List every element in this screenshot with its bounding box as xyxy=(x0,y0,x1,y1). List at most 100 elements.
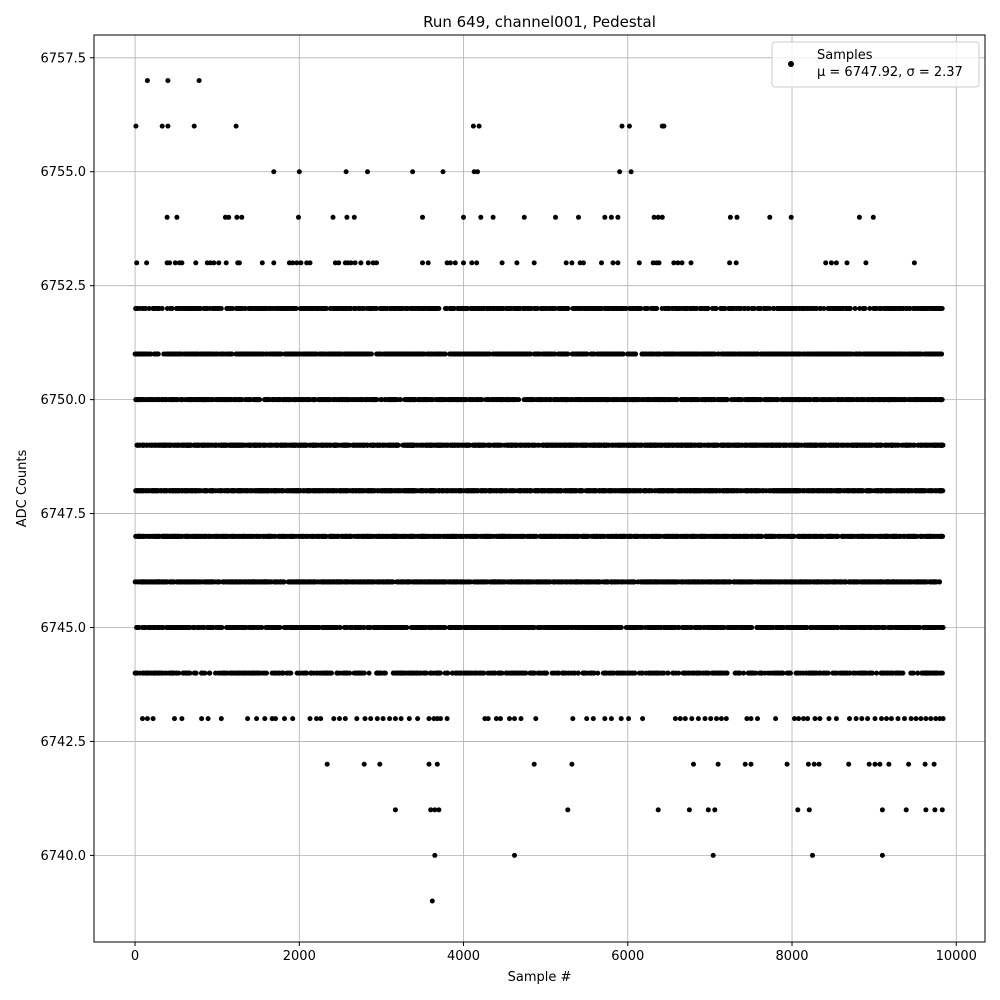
data-point xyxy=(206,397,212,403)
data-point xyxy=(938,351,944,357)
data-point xyxy=(762,351,768,357)
data-point xyxy=(937,305,943,311)
data-point xyxy=(900,305,906,311)
data-point xyxy=(255,351,260,357)
data-point xyxy=(899,442,905,448)
data-point xyxy=(416,397,422,403)
data-point xyxy=(272,305,278,311)
data-point xyxy=(352,305,358,311)
data-point xyxy=(350,442,356,448)
data-point xyxy=(724,397,729,403)
data-point xyxy=(500,305,506,311)
data-point xyxy=(718,442,724,448)
data-point xyxy=(433,305,439,311)
data-point xyxy=(771,397,777,403)
data-point xyxy=(365,442,371,448)
data-point xyxy=(776,305,781,311)
data-point xyxy=(318,351,324,357)
data-point xyxy=(236,397,242,403)
data-point xyxy=(883,442,889,448)
data-point xyxy=(585,305,591,311)
data-point xyxy=(590,305,596,311)
data-point xyxy=(715,351,721,357)
data-point xyxy=(579,305,585,311)
data-point xyxy=(573,397,579,403)
data-point xyxy=(242,397,248,403)
data-point xyxy=(698,351,704,357)
data-point xyxy=(484,305,490,311)
data-point xyxy=(599,397,605,403)
data-point xyxy=(491,305,496,311)
data-point xyxy=(726,305,732,311)
data-point xyxy=(252,305,258,311)
data-point xyxy=(410,351,416,357)
data-point xyxy=(161,351,167,357)
data-point xyxy=(835,305,841,311)
data-point xyxy=(816,351,822,357)
data-point xyxy=(484,351,490,357)
data-point xyxy=(918,351,924,357)
data-point xyxy=(185,442,191,448)
data-point xyxy=(175,397,181,403)
data-point xyxy=(667,305,672,311)
data-point xyxy=(151,351,157,357)
data-point xyxy=(254,397,260,403)
data-point xyxy=(931,397,937,403)
data-point xyxy=(853,442,859,448)
data-point xyxy=(809,305,815,311)
data-point xyxy=(663,397,669,403)
data-point xyxy=(280,397,286,403)
data-point xyxy=(612,351,617,357)
data-point xyxy=(565,351,571,357)
data-point xyxy=(902,351,908,357)
data-point xyxy=(674,397,680,403)
data-point xyxy=(424,351,430,357)
data-point xyxy=(146,305,152,311)
data-point xyxy=(665,442,670,448)
data-point xyxy=(689,442,695,448)
data-point xyxy=(262,442,268,448)
data-point xyxy=(246,442,252,448)
data-point xyxy=(844,397,850,403)
data-point xyxy=(369,305,375,311)
data-point xyxy=(558,442,564,448)
data-point xyxy=(293,305,299,311)
data-point xyxy=(517,442,523,448)
data-point xyxy=(918,397,924,403)
data-point xyxy=(677,442,683,448)
data-point xyxy=(932,442,938,448)
data-point xyxy=(674,351,680,357)
data-point xyxy=(840,442,846,448)
data-point xyxy=(173,351,179,357)
data-point xyxy=(890,397,896,403)
data-point xyxy=(341,351,347,357)
data-point xyxy=(282,305,288,311)
data-point xyxy=(200,351,206,357)
data-point xyxy=(591,397,597,403)
data-point xyxy=(371,442,377,448)
data-point xyxy=(441,397,447,403)
data-point xyxy=(455,351,461,357)
data-point xyxy=(447,305,453,311)
data-point xyxy=(143,351,149,357)
data-point xyxy=(821,442,827,448)
data-point xyxy=(560,397,566,403)
data-point xyxy=(255,442,261,448)
data-point xyxy=(908,351,914,357)
data-point xyxy=(155,305,161,311)
data-point xyxy=(831,397,837,403)
data-point xyxy=(890,442,896,448)
data-point xyxy=(506,305,512,311)
data-point xyxy=(495,442,500,448)
data-point xyxy=(916,442,921,448)
data-point xyxy=(189,351,195,357)
data-point xyxy=(559,351,565,357)
data-point xyxy=(640,351,646,357)
data-point xyxy=(709,442,715,448)
data-point xyxy=(636,305,642,311)
data-point xyxy=(821,305,827,311)
data-point xyxy=(808,442,814,448)
data-point xyxy=(488,397,494,403)
data-point xyxy=(133,351,139,357)
